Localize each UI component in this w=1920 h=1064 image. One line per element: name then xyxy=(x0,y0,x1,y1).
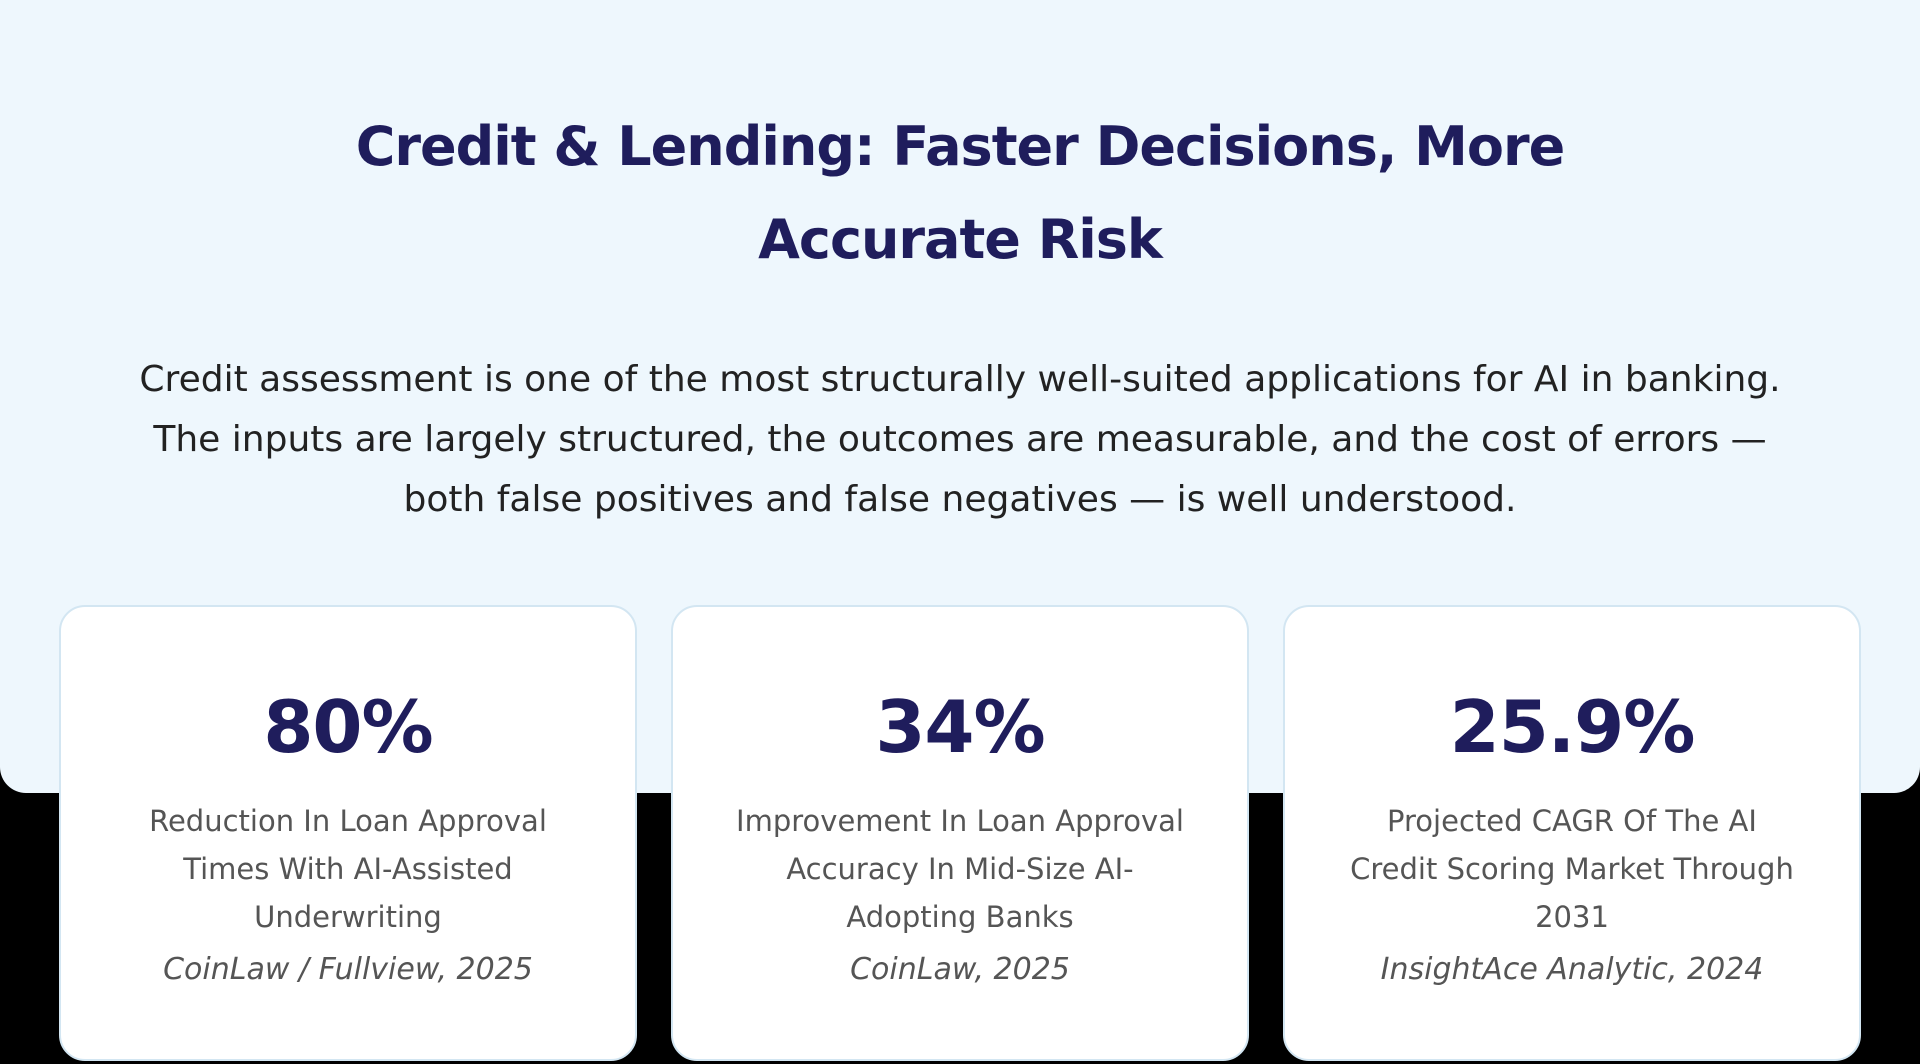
intro: Credit assessment is one of the most str… xyxy=(139,359,1781,520)
stat-card: 80% Reduction In Loan Approval Times With… xyxy=(59,605,637,1061)
title: Credit & Lending: Faster Decisions, More… xyxy=(355,115,1566,271)
stat-value: 80% xyxy=(263,685,433,769)
stat-value: 34% xyxy=(875,685,1045,769)
stat-source: CoinLaw / Fullview, 2025 xyxy=(163,952,533,987)
stat-source: CoinLaw, 2025 xyxy=(850,952,1070,987)
stat-description: Projected CAGR Of The AI Credit Scoring … xyxy=(1350,804,1794,934)
stat-description: Reduction In Loan Approval Times With AI… xyxy=(149,804,547,934)
stat-card: 34% Improvement In Loan Approval Accuracy… xyxy=(671,605,1249,1061)
stat-source: InsightAce Analytic, 2024 xyxy=(1380,952,1764,987)
stat-card: 25.9% Projected CAGR Of The AI Credit Sco… xyxy=(1283,605,1861,1061)
stat-description: Improvement In Loan Approval Accuracy In… xyxy=(736,804,1184,934)
stat-value: 25.9% xyxy=(1449,685,1696,769)
